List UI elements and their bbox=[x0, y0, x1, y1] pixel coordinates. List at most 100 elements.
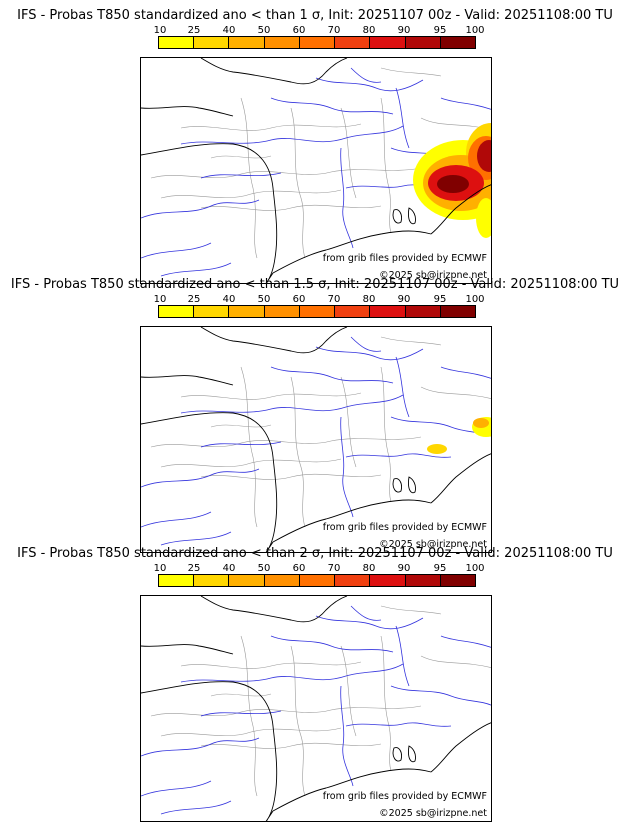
probability-area bbox=[413, 123, 491, 238]
river bbox=[340, 685, 354, 787]
river bbox=[180, 394, 404, 414]
colorbar-tick-label: 25 bbox=[187, 25, 201, 36]
colorbar bbox=[158, 574, 476, 587]
colorbar-cell bbox=[299, 306, 336, 317]
admin-border bbox=[200, 742, 382, 749]
river bbox=[160, 531, 232, 546]
river bbox=[270, 635, 394, 653]
copyright-credit: ©2025 sb@irizpne.net bbox=[379, 808, 487, 819]
map-area: from grib files provided by ECMWF ©2025 s… bbox=[140, 595, 492, 822]
river bbox=[395, 87, 410, 149]
river bbox=[141, 468, 260, 488]
colorbar-tick-label: 100 bbox=[465, 25, 485, 36]
colorbar-cell bbox=[370, 306, 406, 317]
colorbar-tick-label: 90 bbox=[397, 563, 411, 574]
admin-border bbox=[210, 693, 272, 697]
admin-border bbox=[240, 366, 258, 528]
river bbox=[141, 511, 212, 528]
admin-border bbox=[420, 655, 491, 668]
river bbox=[141, 737, 260, 757]
admin-border bbox=[150, 705, 422, 717]
admin-border bbox=[200, 473, 382, 480]
colorbar-tick-label: 95 bbox=[433, 25, 447, 36]
colorbar-cell bbox=[264, 575, 300, 586]
colorbar-cell bbox=[335, 575, 371, 586]
admin-border bbox=[380, 635, 392, 772]
river bbox=[141, 780, 212, 797]
colorbar-tick-label: 25 bbox=[187, 294, 201, 305]
colorbar-cell bbox=[229, 575, 265, 586]
colorbar-tick-label: 80 bbox=[362, 25, 376, 36]
river bbox=[345, 722, 452, 727]
admin-border bbox=[380, 336, 442, 346]
admin-border bbox=[210, 155, 272, 159]
river bbox=[141, 242, 212, 259]
colorbar-cell bbox=[405, 37, 441, 48]
colorbar-cell bbox=[405, 575, 441, 586]
colorbar-cell bbox=[264, 37, 300, 48]
colorbar bbox=[158, 305, 476, 318]
copyright-credit: ©2025 sb@irizpne.net bbox=[379, 539, 487, 550]
river bbox=[315, 77, 424, 92]
colorbar-tick-label: 70 bbox=[327, 294, 341, 305]
coastline bbox=[141, 58, 491, 283]
colorbar-tick-label: 10 bbox=[153, 563, 167, 574]
river bbox=[395, 356, 410, 418]
colorbar-cell bbox=[159, 575, 195, 586]
admin-border bbox=[180, 123, 362, 131]
admin-border bbox=[200, 204, 382, 211]
admin-border bbox=[340, 645, 357, 737]
admin-border bbox=[160, 189, 342, 199]
map-panel-3: IFS - Probas T850 standardized ano < tha… bbox=[0, 546, 630, 822]
admin-border bbox=[150, 167, 422, 179]
admin-border bbox=[420, 386, 491, 399]
map-panel-1: IFS - Probas T850 standardized ano < tha… bbox=[0, 8, 630, 284]
river bbox=[160, 800, 232, 815]
river bbox=[315, 346, 424, 361]
admin-border bbox=[180, 392, 362, 400]
coastline bbox=[141, 327, 491, 552]
admin-border bbox=[290, 645, 306, 797]
river bbox=[141, 199, 260, 219]
admin-border bbox=[380, 67, 442, 77]
colorbar-cell bbox=[299, 575, 336, 586]
admin-border bbox=[340, 107, 357, 199]
admin-border bbox=[180, 661, 362, 669]
colorbar-cell bbox=[440, 306, 475, 317]
colorbar-cell bbox=[194, 37, 230, 48]
colorbar-tick-label: 90 bbox=[397, 294, 411, 305]
colorbar-cell bbox=[299, 37, 336, 48]
colorbar-tick-label: 50 bbox=[257, 563, 271, 574]
colorbar-tick-label: 70 bbox=[327, 563, 341, 574]
colorbar-cell bbox=[405, 306, 441, 317]
colorbar-tick-label: 80 bbox=[362, 563, 376, 574]
colorbar-tick-label: 100 bbox=[465, 294, 485, 305]
river bbox=[160, 262, 232, 277]
map-svg bbox=[141, 58, 491, 283]
admin-border bbox=[380, 97, 392, 234]
colorbar-tick-label: 70 bbox=[327, 25, 341, 36]
river bbox=[270, 366, 394, 384]
colorbar-cell bbox=[229, 37, 265, 48]
source-credit: from grib files provided by ECMWF bbox=[322, 253, 487, 264]
river bbox=[200, 172, 282, 179]
colorbar-tick-label: 80 bbox=[362, 294, 376, 305]
colorbar-tick-label: 60 bbox=[292, 563, 306, 574]
probability-area bbox=[427, 417, 491, 454]
colorbar-cell bbox=[370, 37, 406, 48]
panel-title: IFS - Probas T850 standardized ano < tha… bbox=[17, 8, 613, 23]
admin-border bbox=[290, 107, 306, 259]
river bbox=[270, 97, 394, 115]
coastline bbox=[141, 596, 491, 821]
admin-border bbox=[240, 635, 258, 797]
colorbar-cell bbox=[229, 306, 265, 317]
map-svg bbox=[141, 327, 491, 552]
river bbox=[440, 97, 491, 110]
colorbar-tick-label: 40 bbox=[222, 25, 236, 36]
admin-border bbox=[240, 97, 258, 259]
river bbox=[200, 441, 282, 448]
colorbar-cell bbox=[440, 575, 475, 586]
map-svg bbox=[141, 596, 491, 821]
copyright-credit: ©2025 sb@irizpne.net bbox=[379, 270, 487, 281]
colorbar-tick-label: 40 bbox=[222, 294, 236, 305]
